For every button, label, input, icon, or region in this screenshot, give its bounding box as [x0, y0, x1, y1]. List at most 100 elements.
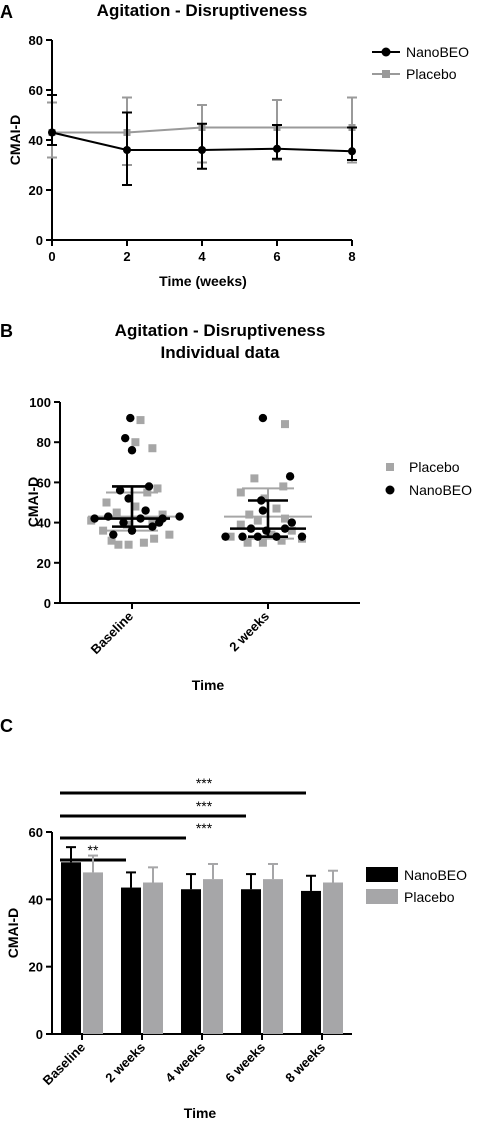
- y-tick-label: 80: [37, 435, 51, 450]
- bar-nanobeo: [61, 862, 81, 1034]
- data-point-nanobeo: [348, 147, 356, 156]
- data-point-placebo: [272, 504, 281, 513]
- legend-label-nanobeo: NanoBEO: [409, 482, 472, 498]
- data-point-placebo: [102, 498, 111, 507]
- panel-a-legend: NanoBEO Placebo: [372, 44, 469, 82]
- data-point-placebo: [107, 536, 116, 545]
- bar-nanobeo: [181, 889, 201, 1034]
- panel-c-legend: NanoBEO Placebo: [366, 867, 467, 905]
- significance-label: ***: [196, 775, 213, 791]
- data-point-nanobeo: [109, 530, 118, 539]
- data-point-nanobeo: [121, 433, 130, 443]
- y-tick-label: 40: [29, 892, 43, 907]
- data-point-nanobeo: [115, 486, 125, 495]
- bar-placebo: [143, 882, 163, 1034]
- series-nanobeo: [47, 94, 357, 186]
- x-tick-label: 4 weeks: [162, 1040, 208, 1086]
- panel-b-subtitle: Individual data: [160, 343, 280, 362]
- panel-a-y-axis-label: CMAI-D: [7, 115, 23, 166]
- data-point-nanobeo: [258, 413, 268, 423]
- panel-b-y-axis-label: CMAI-D: [25, 477, 41, 528]
- y-tick-label: 60: [29, 825, 43, 840]
- x-tick-label: 2 weeks: [226, 609, 272, 655]
- panel-b-title: Agitation - Disruptiveness: [115, 321, 326, 340]
- y-tick-label: 20: [37, 556, 51, 571]
- data-point-nanobeo: [258, 506, 268, 515]
- bar-placebo: [83, 872, 103, 1034]
- y-tick-label: 40: [29, 133, 43, 148]
- y-tick-label: 0: [44, 596, 51, 611]
- legend-marker-placebo: [382, 70, 390, 78]
- bar-nanobeo: [121, 887, 141, 1034]
- data-point-nanobeo: [175, 512, 184, 521]
- panel-a-line-chart: A Agitation - Disruptiveness CMAI-D Time…: [0, 1, 469, 289]
- data-point-nanobeo: [287, 518, 296, 527]
- data-point-placebo: [150, 534, 159, 543]
- panel-b-letter: B: [0, 321, 13, 341]
- significance-label: ***: [196, 798, 213, 814]
- data-point-placebo: [153, 484, 162, 493]
- data-point-placebo: [236, 488, 245, 497]
- series-nanobeo: [61, 846, 321, 1034]
- data-point-nanobeo: [297, 532, 307, 541]
- data-point-placebo: [131, 502, 140, 511]
- y-tick-label: 0: [36, 1027, 43, 1042]
- x-tick-label: 0: [48, 249, 55, 264]
- panel-c-bar-chart: C CMAI-D Time *********** 0204060Baselin…: [0, 716, 467, 1121]
- data-point-nanobeo: [126, 413, 135, 423]
- panel-a-title: Agitation - Disruptiveness: [97, 1, 308, 20]
- bar-placebo: [203, 879, 223, 1034]
- data-point-nanobeo: [127, 526, 137, 535]
- data-point-nanobeo: [141, 506, 150, 515]
- data-point-placebo: [258, 538, 267, 547]
- data-point-nanobeo: [238, 532, 247, 541]
- legend-swatch-placebo: [366, 889, 398, 904]
- y-tick-label: 100: [29, 395, 51, 410]
- data-point-placebo: [250, 474, 259, 483]
- data-point-nanobeo: [148, 522, 157, 531]
- bar-nanobeo: [241, 889, 261, 1034]
- data-point-placebo: [243, 538, 252, 547]
- data-point-placebo: [226, 532, 235, 541]
- x-tick-label: 6 weeks: [222, 1040, 268, 1086]
- panel-b-x-axis-label: Time: [192, 677, 225, 693]
- legend-marker-placebo: [386, 463, 394, 471]
- data-point-nanobeo: [119, 518, 128, 527]
- x-tick-label: 2 weeks: [102, 1040, 148, 1086]
- x-tick-label: 6: [273, 249, 280, 264]
- y-tick-label: 60: [37, 475, 51, 490]
- x-tick-label: Baseline: [88, 609, 136, 657]
- data-point-placebo: [112, 508, 121, 517]
- legend-label-placebo: Placebo: [404, 889, 455, 905]
- legend-swatch-nanobeo: [366, 867, 398, 882]
- x-tick-label: 4: [198, 249, 206, 264]
- significance-label: **: [88, 842, 99, 858]
- data-point-placebo: [267, 530, 276, 539]
- data-point-nanobeo: [285, 472, 295, 481]
- x-tick-label: Baseline: [40, 1040, 88, 1088]
- panel-c-x-axis-label: Time: [184, 1105, 217, 1121]
- panel-c-letter: C: [0, 716, 13, 736]
- y-tick-label: 0: [36, 233, 43, 248]
- data-point-placebo: [277, 536, 286, 545]
- panel-b-scatter-chart: B Agitation - Disruptiveness Individual …: [0, 321, 472, 693]
- legend-label-nanobeo: NanoBEO: [404, 867, 467, 883]
- data-point-nanobeo: [221, 532, 230, 541]
- legend-label-placebo: Placebo: [409, 459, 460, 475]
- y-tick-label: 40: [37, 516, 51, 531]
- panel-a-x-axis-label: Time (weeks): [159, 273, 247, 289]
- data-point-placebo: [99, 526, 108, 535]
- data-point-nanobeo: [127, 446, 137, 455]
- legend-label-nanobeo: NanoBEO: [406, 44, 469, 60]
- data-point-placebo: [253, 516, 262, 525]
- y-tick-label: 20: [29, 960, 43, 975]
- panel-c-y-axis-label: CMAI-D: [5, 908, 21, 959]
- data-point-placebo: [165, 530, 174, 539]
- bar-placebo: [323, 882, 343, 1034]
- x-tick-label: 8: [348, 249, 355, 264]
- significance-label: ***: [196, 820, 213, 836]
- series-nanobeo: [90, 413, 307, 541]
- data-point-placebo: [148, 444, 157, 453]
- data-point-nanobeo: [273, 144, 281, 153]
